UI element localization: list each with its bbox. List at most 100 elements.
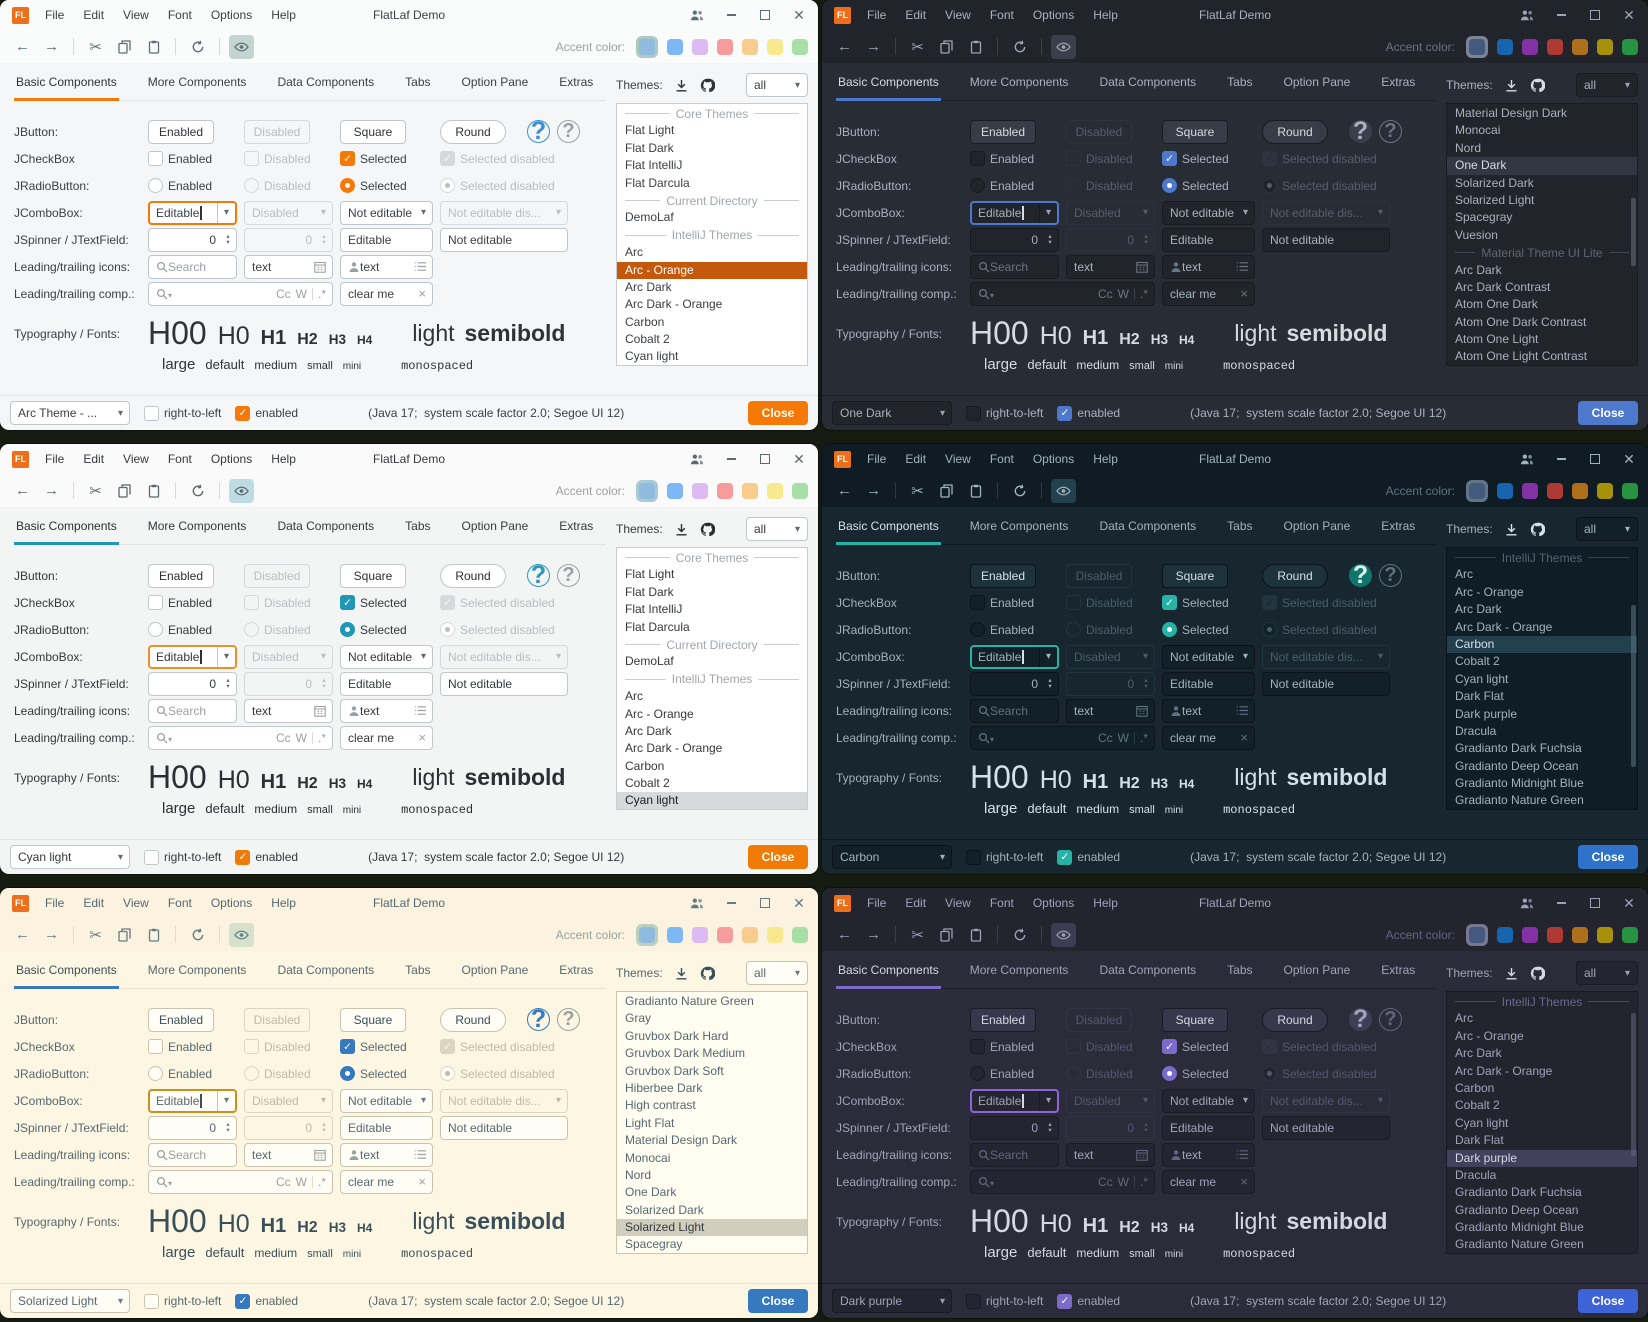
editable-combobox[interactable]: Editable <box>148 644 237 669</box>
download-icon[interactable] <box>1505 967 1518 980</box>
spinner-arrows-icon[interactable] <box>220 1117 236 1139</box>
themes-filter-combobox[interactable]: all <box>1576 517 1638 541</box>
clear-icon[interactable] <box>418 1174 426 1189</box>
right-to-left-checkbox[interactable]: right-to-left <box>966 1293 1043 1309</box>
accent-swatch-selected[interactable] <box>1466 923 1488 946</box>
regex-button[interactable]: .* <box>317 1174 326 1189</box>
radio-selected[interactable] <box>340 178 355 193</box>
list-icon[interactable] <box>1236 261 1248 272</box>
radio-selected[interactable] <box>1162 622 1177 637</box>
accent-swatch[interactable] <box>639 482 655 499</box>
tab-option-pane[interactable]: Option Pane <box>1283 519 1351 533</box>
calendar-icon[interactable] <box>1136 1149 1148 1161</box>
tab-tabs[interactable]: Tabs <box>405 519 431 533</box>
theme-combobox[interactable]: Carbon <box>832 845 952 869</box>
whole-word-button[interactable]: W <box>1117 286 1129 301</box>
checkbox-selected[interactable] <box>340 595 355 610</box>
tab-basic-components[interactable]: Basic Components <box>836 517 941 545</box>
theme-list-item[interactable]: Dark purple <box>1447 1149 1637 1167</box>
match-case-button[interactable]: Cc <box>275 286 291 301</box>
regex-button[interactable]: .* <box>1139 286 1148 301</box>
users-icon[interactable] <box>1520 896 1534 910</box>
accent-swatch[interactable] <box>792 926 808 943</box>
clear-icon[interactable] <box>418 730 426 745</box>
maximize-button[interactable] <box>758 452 772 466</box>
menu-item-view[interactable]: View <box>945 8 971 22</box>
calendar-icon[interactable] <box>314 1149 326 1161</box>
text-field-user-list[interactable]: text <box>340 1142 433 1167</box>
square-button[interactable]: Square <box>1162 563 1228 588</box>
forward-icon[interactable]: → <box>866 926 881 943</box>
accent-swatch[interactable] <box>1547 926 1563 943</box>
enabled-checkbox[interactable]: enabled <box>235 1293 298 1309</box>
not-editable-combobox[interactable]: Not editable <box>340 200 433 225</box>
chevron-down-icon[interactable] <box>1237 1090 1254 1112</box>
tab-basic-components[interactable]: Basic Components <box>14 73 119 101</box>
chevron-down-icon[interactable] <box>1237 646 1254 668</box>
theme-list-item[interactable]: Solarized Light <box>1455 192 1535 207</box>
theme-list-item[interactable]: Arc Dark <box>625 279 672 294</box>
text-field-calendar[interactable]: text <box>1066 1142 1155 1167</box>
accent-swatch[interactable] <box>1522 482 1538 499</box>
forward-icon[interactable]: → <box>44 482 59 499</box>
tab-tabs[interactable]: Tabs <box>1227 963 1253 977</box>
help-button[interactable]: ? <box>527 561 550 589</box>
theme-list-item[interactable]: Arc - Orange <box>617 261 807 279</box>
clear-icon[interactable] <box>418 286 426 301</box>
tab-option-pane[interactable]: Option Pane <box>461 519 529 533</box>
refresh-icon[interactable] <box>185 479 210 503</box>
list-icon[interactable] <box>1236 1149 1248 1160</box>
right-to-left-checkbox[interactable]: right-to-left <box>144 405 221 421</box>
accent-swatch[interactable] <box>692 482 708 499</box>
clear-me-field[interactable]: clear me <box>340 725 433 750</box>
tab-extras[interactable]: Extras <box>559 963 594 977</box>
paste-icon[interactable] <box>963 479 988 503</box>
help-button-secondary[interactable]: ? <box>557 120 580 143</box>
tab-tabs[interactable]: Tabs <box>405 963 431 977</box>
github-icon[interactable] <box>700 966 715 981</box>
theme-list-item[interactable]: Arc - Orange <box>1455 584 1524 599</box>
forward-icon[interactable]: → <box>866 482 881 499</box>
help-button[interactable]: ? <box>527 117 550 145</box>
accent-swatch[interactable] <box>1622 38 1638 55</box>
theme-list-item[interactable]: Arc Dark - Orange <box>1455 619 1553 634</box>
paste-icon[interactable] <box>141 923 166 947</box>
close-window-button[interactable] <box>792 452 806 466</box>
list-icon[interactable] <box>414 1149 426 1160</box>
close-window-button[interactable] <box>1622 8 1636 22</box>
theme-list-item[interactable]: Dark purple <box>1455 706 1518 721</box>
show-hidden-eye-icon[interactable] <box>229 34 254 59</box>
close-button[interactable]: Close <box>748 1289 808 1313</box>
themes-filter-combobox[interactable]: all <box>746 73 808 97</box>
tab-tabs[interactable]: Tabs <box>1227 75 1253 89</box>
right-to-left-checkbox[interactable]: right-to-left <box>966 849 1043 865</box>
tab-basic-components[interactable]: Basic Components <box>14 517 119 545</box>
whole-word-button[interactable]: W <box>1117 1174 1129 1189</box>
copy-icon[interactable] <box>934 35 959 59</box>
theme-list-item[interactable]: Arc <box>625 245 643 260</box>
menu-item-file[interactable]: File <box>867 452 887 466</box>
regex-button[interactable]: .* <box>1139 1174 1148 1189</box>
calendar-icon[interactable] <box>314 705 326 717</box>
theme-list-item[interactable]: Cyan light <box>1455 1115 1509 1130</box>
square-button[interactable]: Square <box>1162 119 1228 144</box>
tab-extras[interactable]: Extras <box>559 519 594 533</box>
spinner[interactable]: 0 <box>970 227 1059 252</box>
menu-item-font[interactable]: Font <box>989 896 1014 910</box>
theme-list-item[interactable]: Gradianto Midnight Blue <box>1455 1220 1584 1235</box>
refresh-icon[interactable] <box>1007 35 1032 59</box>
text-field-calendar[interactable]: text <box>244 254 333 279</box>
square-button[interactable]: Square <box>340 119 406 144</box>
download-icon[interactable] <box>1505 79 1518 92</box>
tab-more-components[interactable]: More Components <box>147 963 247 977</box>
accent-swatch[interactable] <box>1497 926 1513 943</box>
not-editable-combobox[interactable]: Not editable <box>1162 644 1255 669</box>
paste-icon[interactable] <box>141 479 166 503</box>
list-icon[interactable] <box>1236 705 1248 716</box>
download-icon[interactable] <box>675 523 688 536</box>
tab-option-pane[interactable]: Option Pane <box>1283 75 1351 89</box>
accent-swatch[interactable] <box>717 926 733 943</box>
tab-option-pane[interactable]: Option Pane <box>1283 963 1351 977</box>
whole-word-button[interactable]: W <box>295 1174 307 1189</box>
accent-swatch[interactable] <box>1547 482 1563 499</box>
